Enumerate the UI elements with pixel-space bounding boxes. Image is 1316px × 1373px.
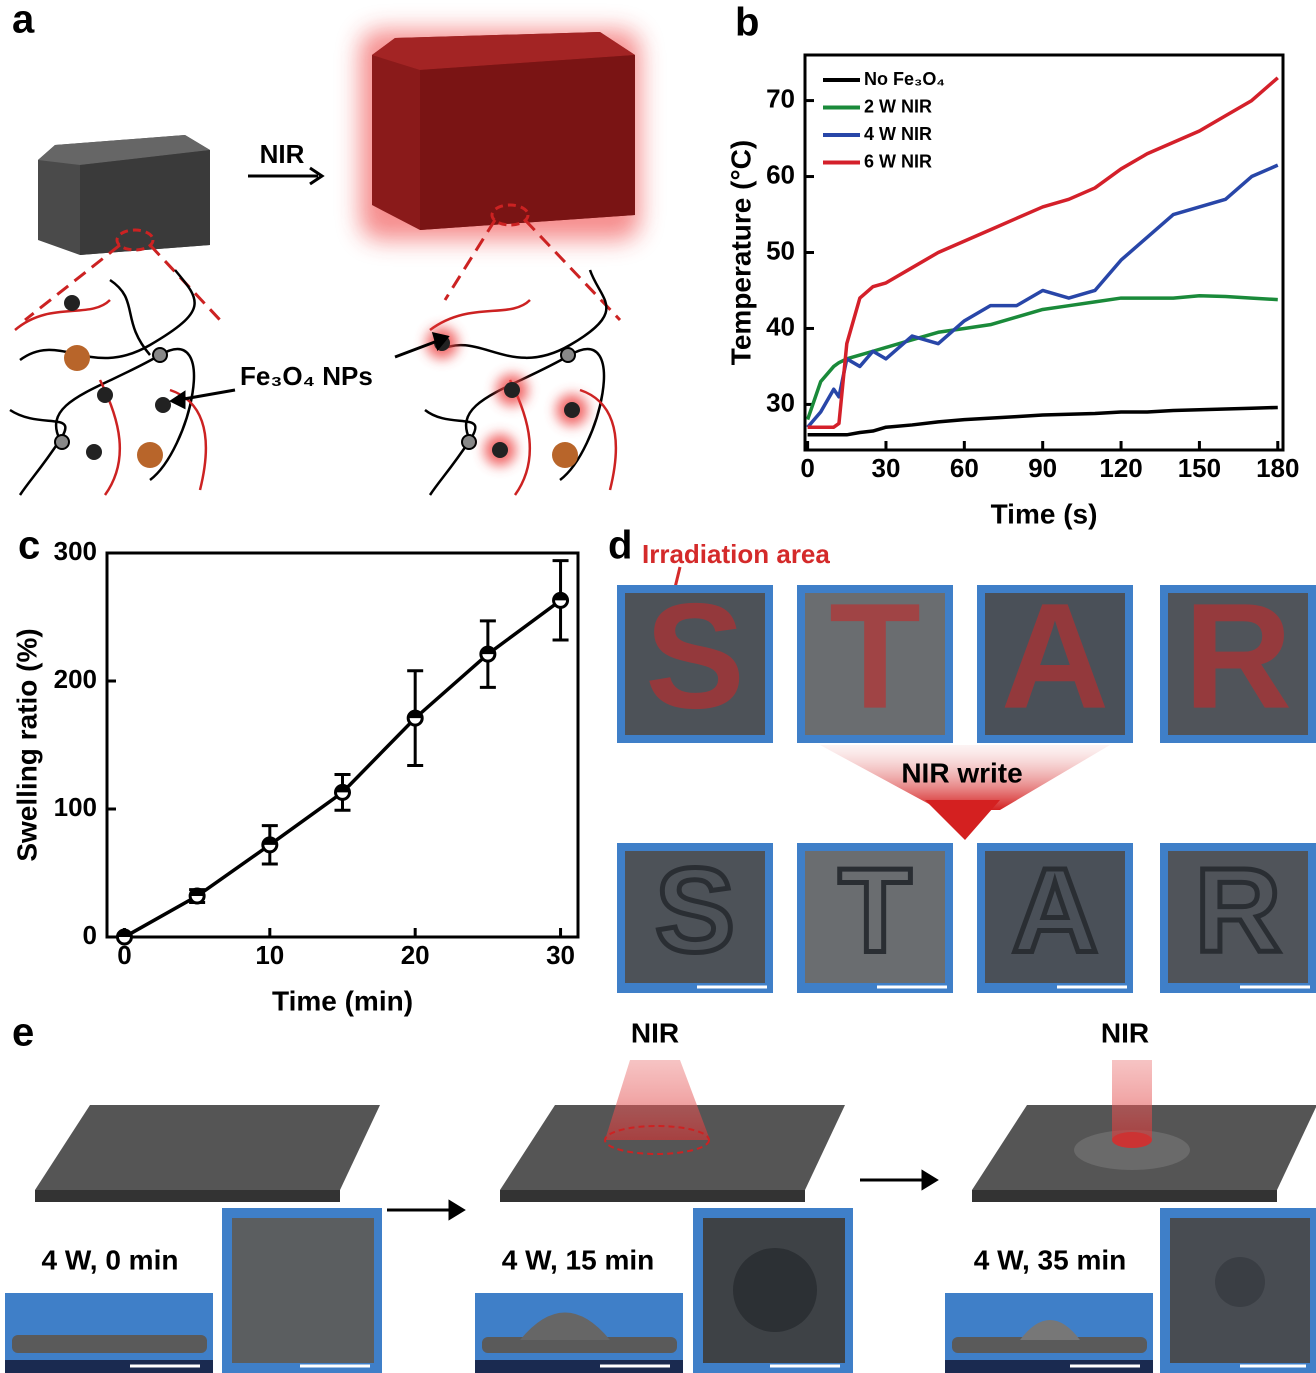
arrow-label: NIR write <box>901 757 1022 788</box>
letter-overlay: R <box>1184 572 1292 740</box>
x-axis-label: Time (min) <box>272 985 413 1016</box>
y-tick-label: 50 <box>766 235 795 265</box>
letter-relief: A <box>1012 844 1099 978</box>
y-tick-label: 200 <box>54 664 97 694</box>
write-arrow-head <box>925 800 1000 840</box>
beam-label: NIR <box>631 1017 679 1048</box>
caption: 4 W, 0 min <box>42 1244 179 1275</box>
y-tick-label: 0 <box>83 920 97 950</box>
panel-label: d <box>608 524 632 568</box>
y-axis-label: Temperature (°C) <box>725 140 756 365</box>
x-tick-label: 120 <box>1099 453 1142 483</box>
x-tick-label: 180 <box>1256 453 1299 483</box>
y-tick-label: 300 <box>54 536 97 566</box>
caption: 4 W, 35 min <box>974 1244 1127 1275</box>
letter-relief: S <box>655 844 735 978</box>
data-line <box>808 407 1278 434</box>
annotation: Irradiation area <box>642 539 830 569</box>
x-tick-label: 90 <box>1028 453 1057 483</box>
y-tick-label: 30 <box>766 387 795 417</box>
letter-overlay: S <box>645 572 745 740</box>
x-tick-label: 20 <box>401 940 430 970</box>
gel-block <box>38 135 210 255</box>
letter-relief: T <box>838 844 911 978</box>
y-tick-label: 60 <box>766 159 795 189</box>
plot-frame <box>107 553 578 937</box>
letter-overlay: A <box>1001 572 1109 740</box>
legend-label: 4 W NIR <box>864 124 932 144</box>
x-tick-label: 30 <box>546 940 575 970</box>
y-tick-label: 40 <box>766 311 795 341</box>
arrow <box>248 168 322 184</box>
caption: 4 W, 15 min <box>502 1244 655 1275</box>
particle-label: Fe₃O₄ NPs <box>240 361 373 391</box>
y-tick-label: 70 <box>766 83 795 113</box>
x-tick-label: 60 <box>950 453 979 483</box>
panel-label: b <box>735 1 759 45</box>
x-tick-label: 30 <box>872 453 901 483</box>
x-axis-label: Time (s) <box>991 498 1098 529</box>
panel-label: e <box>12 1011 34 1055</box>
y-axis-label: Swelling ratio (%) <box>11 628 42 861</box>
letter-overlay: T <box>829 572 921 740</box>
slabs <box>35 1060 1316 1202</box>
panel-label: c <box>18 524 40 568</box>
beam-label: NIR <box>1101 1017 1149 1048</box>
legend-label: 6 W NIR <box>864 151 932 171</box>
photos <box>5 1208 1316 1373</box>
y-tick-label: 100 <box>54 792 97 822</box>
figure: a NIR Fe₃O₄ NPs d Irradiation area NIR w… <box>0 0 1316 1373</box>
legend-label: 2 W NIR <box>864 96 932 116</box>
x-tick-label: 0 <box>800 453 814 483</box>
legend-label: No Fe₃O₄ <box>864 69 945 89</box>
panel-label: a <box>12 0 35 42</box>
data-line <box>808 296 1278 420</box>
letter-relief: R <box>1195 844 1282 978</box>
heated-block <box>360 30 640 240</box>
arrow-label: NIR <box>260 139 305 169</box>
x-tick-label: 150 <box>1178 453 1221 483</box>
x-tick-label: 10 <box>255 940 284 970</box>
